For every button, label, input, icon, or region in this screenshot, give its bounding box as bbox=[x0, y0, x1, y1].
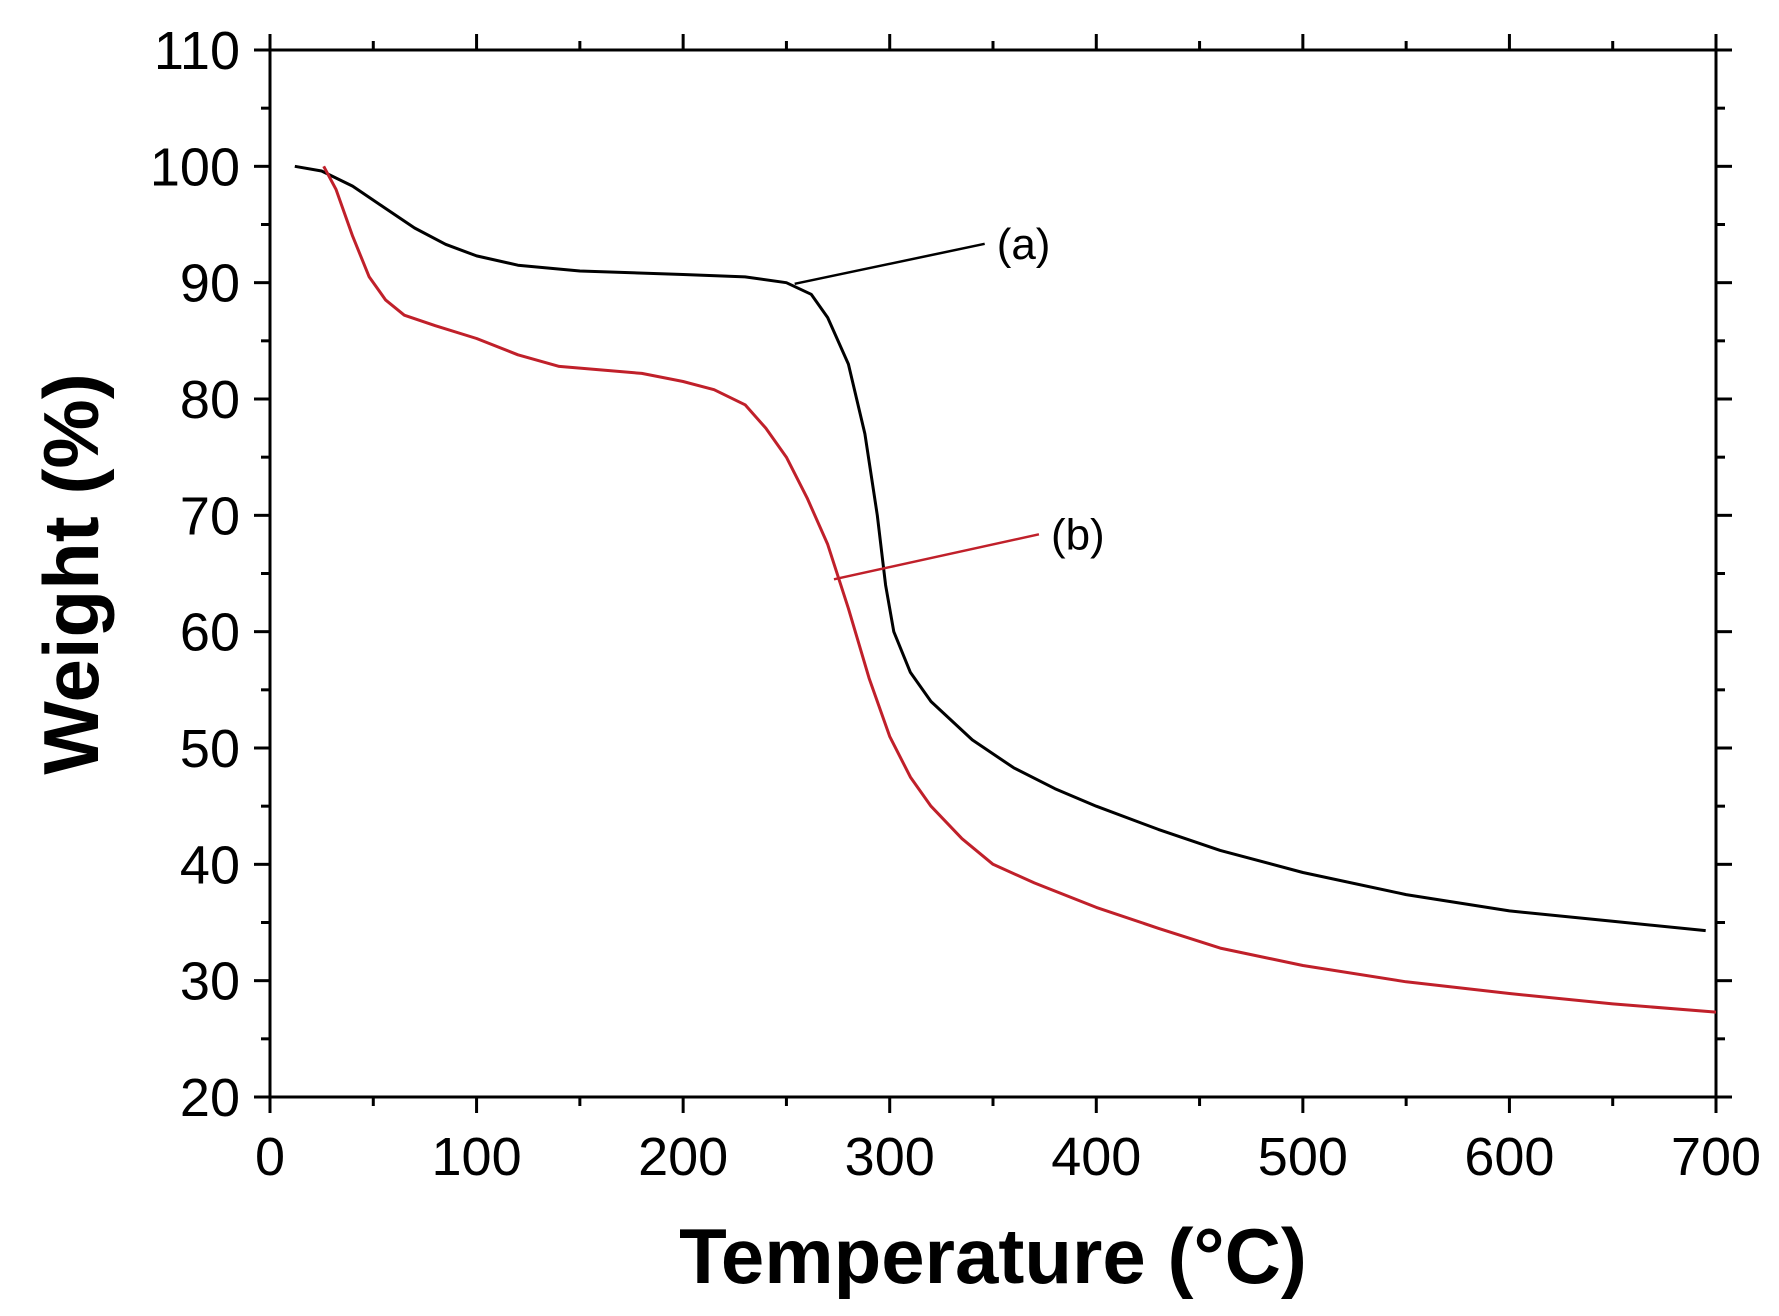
y-tick-label: 100 bbox=[150, 137, 240, 197]
series-line-a bbox=[294, 164, 1706, 933]
y-tick-label: 90 bbox=[180, 254, 240, 314]
axis-ticks bbox=[254, 34, 1732, 1113]
x-tick-label: 200 bbox=[638, 1127, 728, 1187]
x-tick-label: 700 bbox=[1671, 1127, 1761, 1187]
annotation-leader-b bbox=[833, 533, 1040, 581]
y-tick-label: 80 bbox=[180, 370, 240, 430]
y-tick-label: 70 bbox=[180, 486, 240, 546]
series-group bbox=[294, 164, 1717, 1014]
x-tick-labels: 0 100 200 300 400 500 600 700 bbox=[255, 1127, 1761, 1187]
annotation-label-a: (a) bbox=[997, 220, 1051, 269]
y-tick-label: 20 bbox=[180, 1068, 240, 1128]
y-tick-label: 40 bbox=[180, 835, 240, 895]
plot-frame bbox=[268, 48, 1718, 1099]
annotation-label-b: (b) bbox=[1051, 510, 1105, 559]
y-tick-label: 30 bbox=[180, 952, 240, 1012]
y-tick-label: 110 bbox=[154, 21, 240, 81]
x-axis-title: Temperature (°C) bbox=[679, 1212, 1307, 1300]
x-tick-label: 100 bbox=[432, 1127, 522, 1187]
x-tick-label: 500 bbox=[1258, 1127, 1348, 1187]
x-tick-label: 400 bbox=[1051, 1127, 1141, 1187]
series-line-b bbox=[322, 165, 1717, 1014]
y-tick-label: 50 bbox=[180, 719, 240, 779]
y-axis-title: Weight (%) bbox=[27, 373, 115, 775]
y-tick-labels: 20 30 40 50 60 70 80 90 100 110 bbox=[150, 21, 240, 1128]
annotation-group: (a) (b) bbox=[794, 220, 1105, 581]
x-tick-label: 600 bbox=[1464, 1127, 1554, 1187]
x-tick-label: 0 bbox=[255, 1127, 285, 1187]
x-tick-label: 300 bbox=[845, 1127, 935, 1187]
y-tick-label: 60 bbox=[180, 603, 240, 663]
annotation-leader-a bbox=[794, 242, 985, 286]
